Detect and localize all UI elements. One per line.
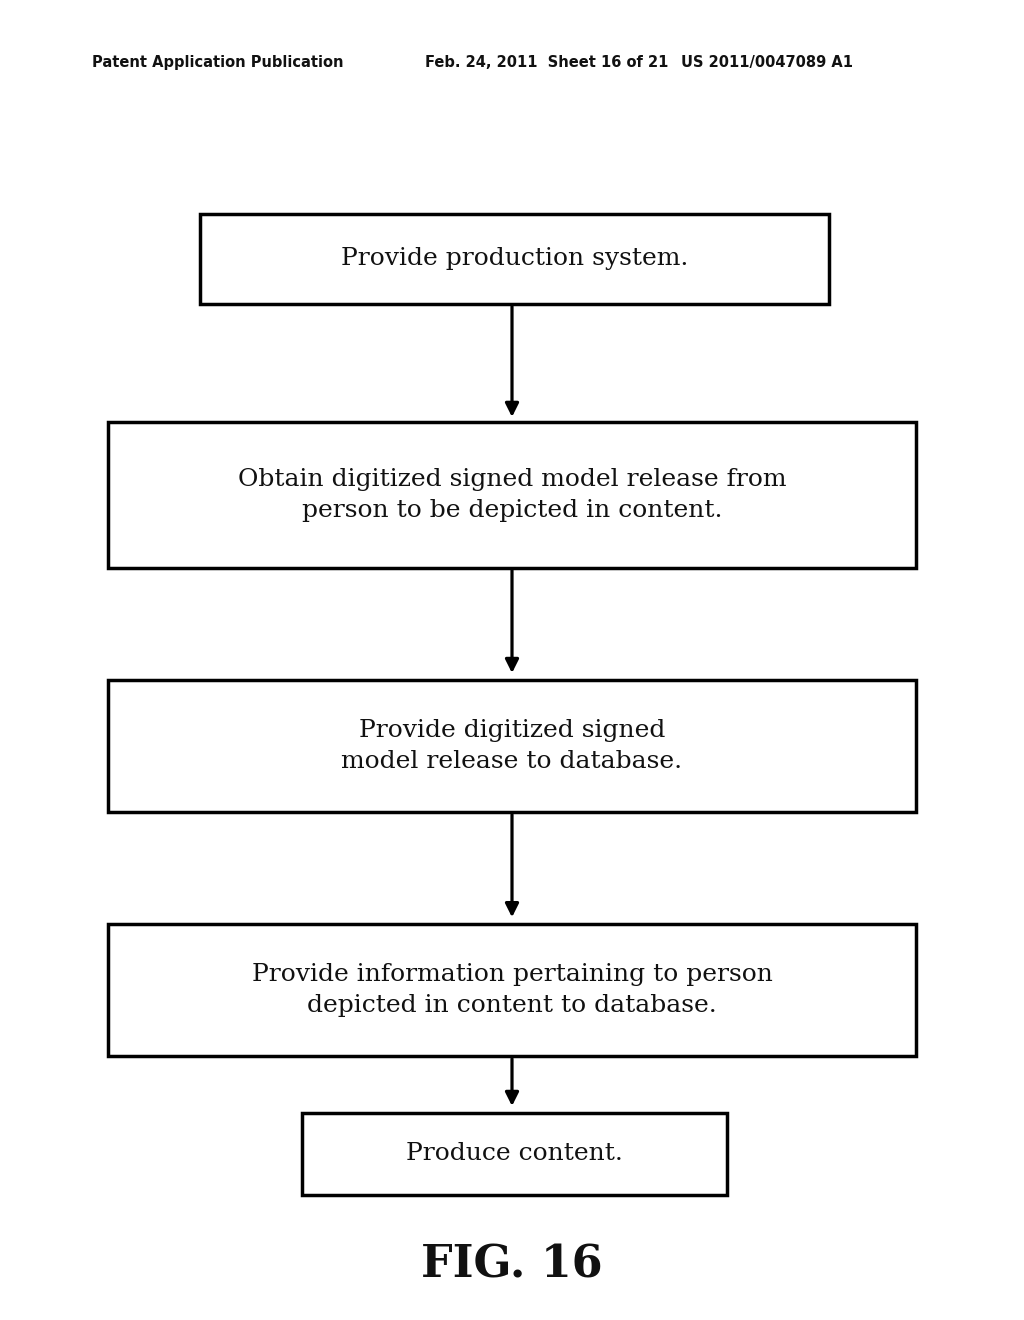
Text: Provide production system.: Provide production system. (341, 247, 688, 271)
Bar (302, 1113, 727, 1195)
Text: Obtain digitized signed model release from
person to be depicted in content.: Obtain digitized signed model release fr… (238, 469, 786, 521)
Text: Feb. 24, 2011  Sheet 16 of 21: Feb. 24, 2011 Sheet 16 of 21 (425, 55, 669, 70)
Bar (200, 214, 829, 304)
Text: Provide digitized signed
model release to database.: Provide digitized signed model release t… (341, 719, 683, 772)
Text: US 2011/0047089 A1: US 2011/0047089 A1 (681, 55, 853, 70)
Text: Provide information pertaining to person
depicted in content to database.: Provide information pertaining to person… (252, 964, 772, 1016)
Bar (108, 422, 916, 568)
Text: Produce content.: Produce content. (407, 1142, 623, 1166)
Text: Patent Application Publication: Patent Application Publication (92, 55, 344, 70)
Bar (108, 924, 916, 1056)
Text: FIG. 16: FIG. 16 (421, 1243, 603, 1286)
Bar (108, 680, 916, 812)
